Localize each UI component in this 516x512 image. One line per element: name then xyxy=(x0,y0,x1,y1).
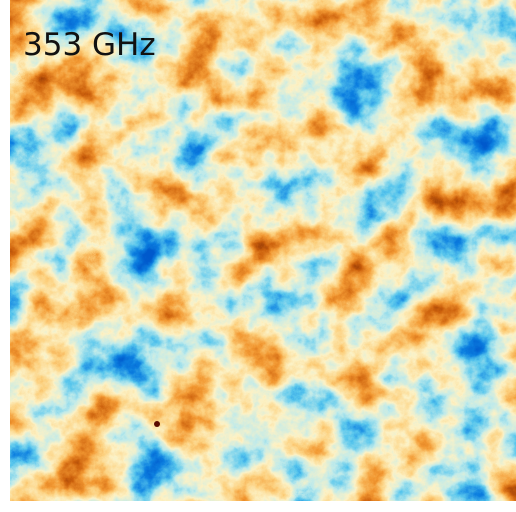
point-source xyxy=(154,421,160,427)
sky-map xyxy=(10,0,516,501)
page: 353 GHz (() => { const data = JSON.parse… xyxy=(0,0,516,512)
sky-map-figure: 353 GHz xyxy=(0,0,516,512)
frequency-label: 353 GHz xyxy=(23,27,156,63)
